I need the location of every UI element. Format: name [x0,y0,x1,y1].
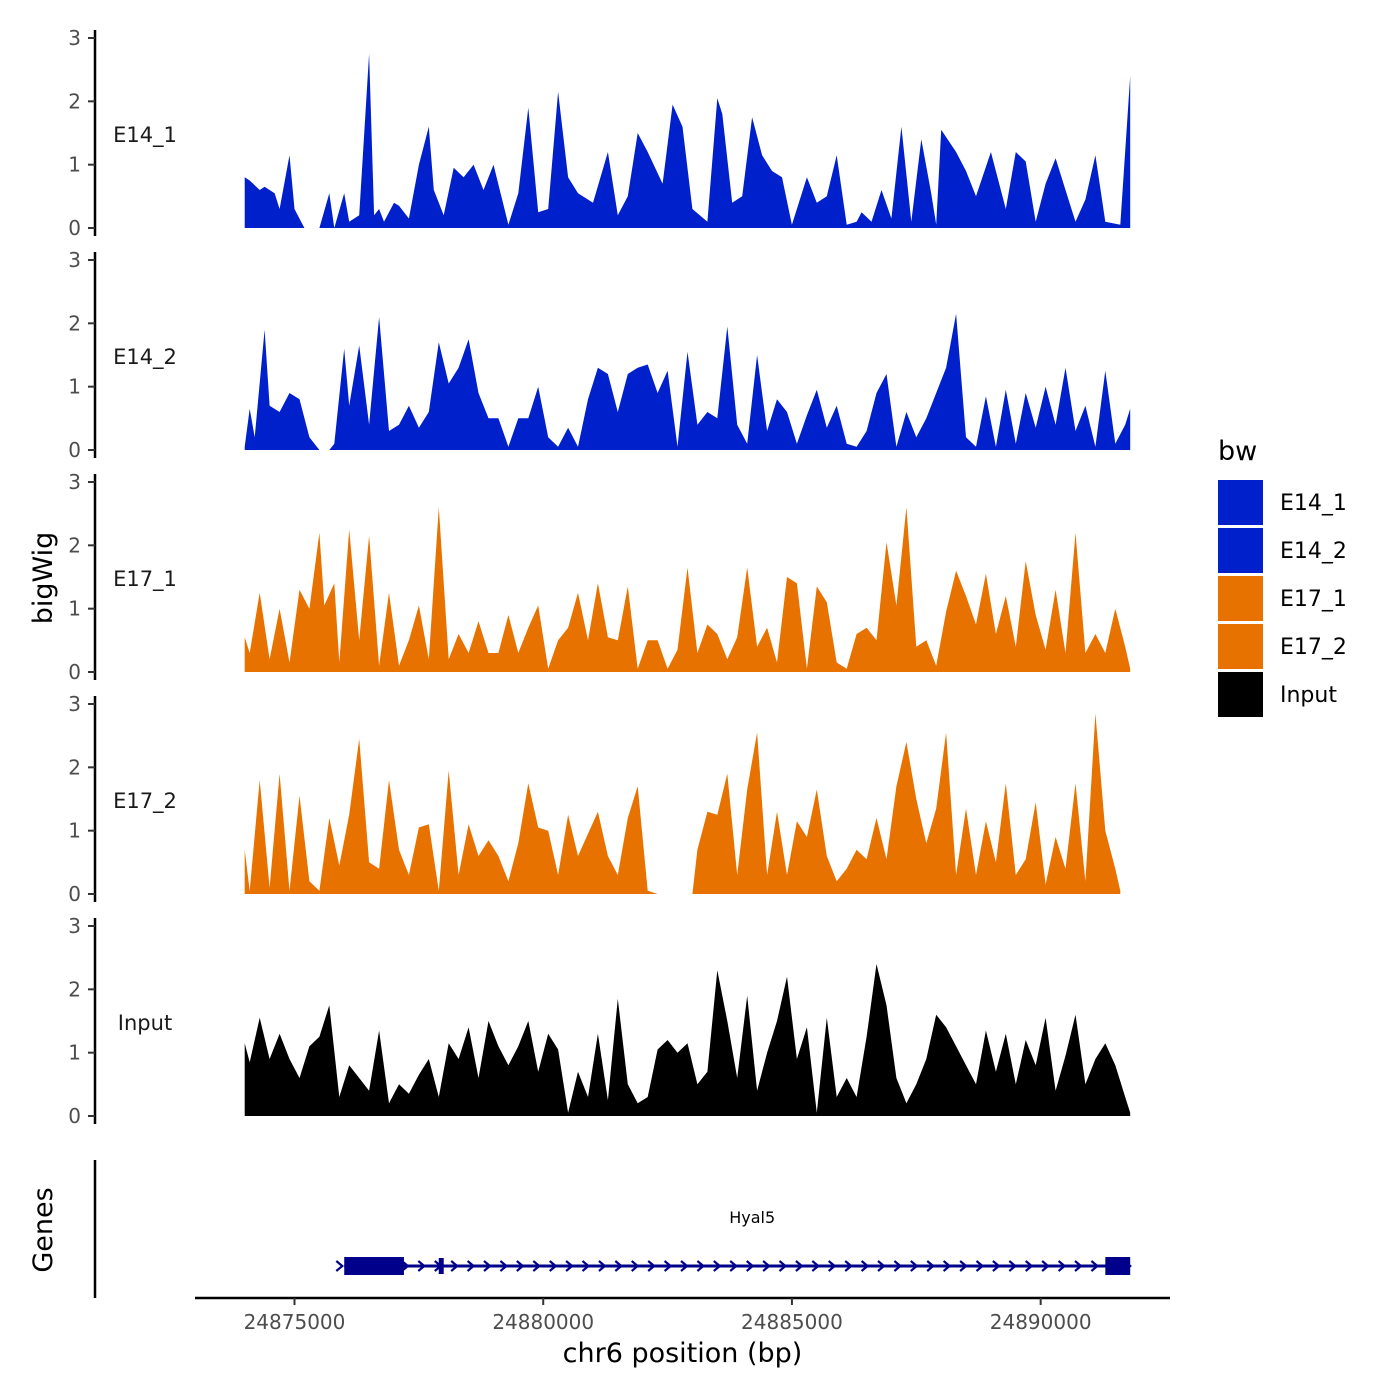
y-tick-label-e14-1-2: 2 [68,89,81,113]
strand-arrow-hyal5 [499,1260,509,1272]
legend-swatch-e17-2 [1218,624,1263,669]
y-tick-label-e17-2-0: 0 [68,882,81,906]
legend-label-e14-2: E14_2 [1280,539,1347,564]
y-tick-label-e17-1-0: 0 [68,660,81,684]
legend-title: bw [1218,436,1257,467]
area-series-e14-1 [244,53,1131,228]
strand-arrow-hyal5 [598,1260,607,1272]
y-tick-label-e17-1-2: 2 [68,533,81,557]
strand-arrow-hyal5 [745,1260,755,1272]
strand-arrow-hyal5 [811,1260,821,1272]
strand-arrow-hyal5 [1024,1260,1034,1272]
strand-arrow-hyal5 [893,1260,903,1272]
legend-label-e17-2: E17_2 [1280,635,1347,660]
legend-label-e17-1: E17_1 [1280,587,1347,612]
strand-arrow-hyal5 [795,1260,804,1272]
area-series-e14-2 [244,313,1131,450]
strand-arrow-hyal5 [992,1260,1001,1272]
panel-label-e14-1: E14_1 [113,123,177,148]
strand-arrow-hyal5 [942,1260,952,1272]
area-series-e17-1 [244,507,1131,672]
strand-arrow-hyal5 [1057,1260,1067,1272]
strand-arrow-hyal5 [1008,1260,1018,1272]
strand-arrow-hyal5 [729,1260,738,1272]
y-tick-label-input-1: 1 [68,1041,81,1065]
panel-label-input: Input [118,1011,172,1035]
y-tick-label-e14-2-0: 0 [68,438,81,462]
y-tick-label-e17-2-3: 3 [68,692,81,716]
strand-arrow-hyal5 [762,1260,771,1272]
strand-arrow-hyal5 [1074,1260,1083,1272]
gene-track-title: Genes [28,1187,59,1272]
y-tick-label-input-0: 0 [68,1104,81,1128]
strand-arrow-hyal5 [548,1260,558,1272]
strand-arrow-hyal5 [466,1260,476,1272]
legend-swatch-e14-1 [1218,480,1263,525]
area-series-e17-2 [244,713,1121,894]
strand-arrow-hyal5 [614,1260,624,1272]
y-tick-label-e17-2-1: 1 [68,819,81,843]
strand-arrow-hyal5 [532,1260,542,1272]
y-tick-label-e14-1-0: 0 [68,216,81,240]
panel-label-e14-2: E14_2 [113,345,177,370]
strand-arrow-hyal5 [959,1260,968,1272]
y-tick-label-e14-2-3: 3 [68,248,81,272]
strand-arrow-hyal5 [844,1260,853,1272]
strand-arrow-hyal5 [827,1260,837,1272]
y-axis-title: bigWig [28,532,59,625]
strand-arrow-hyal5 [335,1260,345,1272]
panel-label-e17-1: E17_1 [113,567,177,592]
legend-label-input: Input [1280,683,1337,708]
strand-arrow-hyal5 [565,1260,574,1272]
strand-arrow-hyal5 [680,1260,689,1272]
strand-arrow-hyal5 [696,1260,706,1272]
y-tick-label-e14-2-2: 2 [68,311,81,335]
strand-arrow-hyal5 [483,1260,492,1272]
legend-swatch-e14-2 [1218,528,1263,573]
x-tick-label-24875000: 24875000 [244,1310,346,1334]
legend-swatch-input [1218,672,1263,717]
legend-label-e14-1: E14_1 [1280,491,1347,516]
x-tick-label-24890000: 24890000 [990,1310,1092,1334]
y-tick-label-e17-2-2: 2 [68,755,81,779]
strand-arrow-hyal5 [630,1260,640,1272]
legend-swatch-e17-1 [1218,576,1263,621]
strand-arrow-hyal5 [910,1260,919,1272]
strand-arrow-hyal5 [778,1260,788,1272]
gene-exon-hyal5-1 [344,1257,404,1275]
strand-arrow-hyal5 [1041,1260,1050,1272]
strand-arrow-hyal5 [877,1260,886,1272]
strand-arrow-hyal5 [975,1260,985,1272]
gene-label-hyal5: Hyal5 [729,1208,775,1227]
y-tick-label-input-3: 3 [68,914,81,938]
gene-exon-hyal5-2 [438,1258,444,1274]
y-tick-label-e17-1-3: 3 [68,470,81,494]
strand-arrow-hyal5 [926,1260,935,1272]
strand-arrow-hyal5 [417,1260,427,1272]
strand-arrow-hyal5 [516,1260,525,1272]
panel-label-e17-2: E17_2 [113,789,177,814]
strand-arrow-hyal5 [450,1260,459,1272]
strand-arrow-hyal5 [713,1260,722,1272]
x-tick-label-24880000: 24880000 [492,1310,594,1334]
y-tick-label-e14-2-1: 1 [68,375,81,399]
y-tick-label-e14-1-1: 1 [68,153,81,177]
area-series-input [244,964,1131,1116]
strand-arrow-hyal5 [663,1260,673,1272]
y-tick-label-e14-1-3: 3 [68,26,81,50]
strand-arrow-hyal5 [860,1260,870,1272]
y-tick-label-e17-1-1: 1 [68,597,81,621]
strand-arrow-hyal5 [647,1260,656,1272]
y-tick-label-input-2: 2 [68,977,81,1001]
gene-exon-hyal5-3 [1105,1257,1131,1275]
strand-arrow-hyal5 [581,1260,591,1272]
strand-arrow-hyal5 [1090,1260,1100,1272]
x-axis-title: chr6 position (bp) [563,1338,803,1369]
x-tick-label-24885000: 24885000 [741,1310,843,1334]
